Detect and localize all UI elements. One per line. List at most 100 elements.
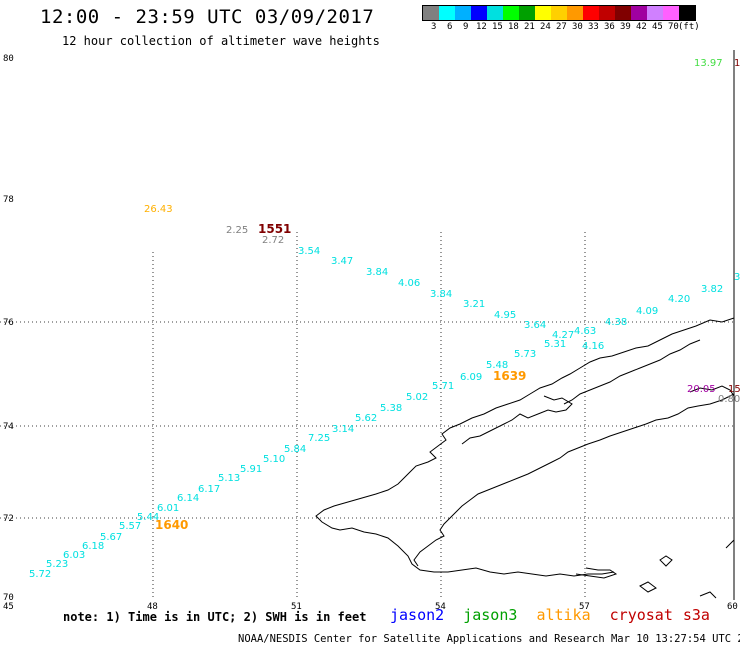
wave-height-label: 6.14 [177, 493, 199, 504]
wave-height-label: 5.02 [406, 392, 428, 403]
wave-height-label: 4.16 [582, 341, 604, 352]
wave-height-label: 5.84 [284, 444, 306, 455]
colorbar-label: 70 [668, 22, 679, 32]
wave-height-label: 3.64 [524, 320, 546, 331]
colorbar-label: 12 [476, 22, 487, 32]
legend-cryosat: cryosat [609, 606, 673, 624]
wave-height-label: 13.97 [694, 58, 723, 69]
lat-label: 76 [3, 318, 14, 328]
wave-height-label: 3 [734, 272, 740, 283]
colorbar-swatch [423, 6, 439, 20]
wave-height-label: 4.09 [636, 306, 658, 317]
wave-height-label: 5.73 [514, 349, 536, 360]
wave-height-label: 5.31 [544, 339, 566, 350]
wave-height-label: 4.06 [398, 278, 420, 289]
wave-height-label: 5.48 [486, 360, 508, 371]
graticule [0, 232, 734, 600]
colorbar-swatch [439, 6, 455, 20]
colorbar-swatch [455, 6, 471, 20]
colorbar-swatch [663, 6, 679, 20]
map-title: 12:00 - 23:59 UTC 03/09/2017 [40, 6, 375, 28]
colorbar-label: 45 [652, 22, 663, 32]
wave-height-label: 5.13 [218, 473, 240, 484]
lon-label: 54 [435, 602, 446, 612]
lat-label: 78 [3, 195, 14, 205]
wave-height-label: 5.10 [263, 454, 285, 465]
wave-height-colorbar [422, 5, 696, 21]
coastline-straits [461, 395, 573, 445]
lat-label: 72 [3, 514, 14, 524]
latitude-labels: 80 78 76 74 72 70 [3, 54, 14, 603]
colorbar-swatch [679, 6, 695, 20]
lat-label: 70 [3, 593, 14, 603]
wave-height-label: 3.54 [298, 246, 320, 257]
colorbar-swatch [503, 6, 519, 20]
colorbar-label: 6 [447, 22, 453, 32]
wave-height-label: 3.14 [332, 424, 354, 435]
colorbar-label: 36 [604, 22, 615, 32]
map-subtitle: 12 hour collection of altimeter wave hei… [62, 34, 380, 48]
wave-height-label: 6.09 [460, 372, 482, 383]
colorbar-label: 30 [572, 22, 583, 32]
wave-height-label: 5.57 [119, 521, 141, 532]
colorbar-swatch [615, 6, 631, 20]
wave-height-label: 5.71 [432, 381, 454, 392]
colorbar-label: 21 [524, 22, 535, 32]
footer-note: note: 1) Time is in UTC; 2) SWH is in fe… [63, 610, 367, 624]
colorbar-label: 39 [620, 22, 631, 32]
colorbar-label: 33 [588, 22, 599, 32]
wave-height-label: 5.62 [355, 413, 377, 424]
wave-height-label: 6.01 [157, 503, 179, 514]
wave-height-label: 5.67 [100, 532, 122, 543]
wave-height-label: 0.80 [718, 394, 740, 405]
legend-altika: altika [536, 606, 591, 624]
legend-s3a: s3a [682, 606, 710, 624]
legend-jason3: jason3 [463, 606, 518, 624]
colorbar-swatch [519, 6, 535, 20]
colorbar-swatch [535, 6, 551, 20]
wave-height-label: 4.20 [668, 294, 690, 305]
coastline-south-tip [575, 567, 618, 579]
colorbar-label: 42 [636, 22, 647, 32]
wave-height-label: 2.25 [226, 225, 248, 236]
wave-height-label: 3.82 [701, 284, 723, 295]
wave-height-label: 5.72 [29, 569, 51, 580]
lon-label: 60 [727, 602, 738, 612]
wave-height-label: 4.38 [605, 317, 627, 328]
coastline-north-island [315, 317, 735, 577]
lon-label: 45 [3, 602, 14, 612]
coastline [315, 317, 735, 599]
observation-time-label: 1640 [155, 518, 188, 532]
lon-label: 51 [291, 602, 302, 612]
coastline-inner-shelf [563, 339, 701, 405]
wave-height-label: 3.21 [463, 299, 485, 310]
colorbar-label: 3 [431, 22, 437, 32]
colorbar-swatch [583, 6, 599, 20]
credit-line: NOAA/NESDIS Center for Satellite Applica… [238, 633, 740, 645]
wave-height-label: 15 [728, 384, 740, 395]
wave-height-label: 7.25 [308, 433, 330, 444]
legend-jason2: jason2 [390, 606, 445, 624]
observation-time-label: 1639 [493, 369, 526, 383]
wave-height-label: 3.84 [430, 289, 452, 300]
coastline-islands [639, 385, 735, 599]
wave-height-label: 20.05 [687, 384, 716, 395]
colorbar-label: 27 [556, 22, 567, 32]
wave-height-label: 26.43 [144, 204, 173, 215]
wave-height-label: 3.47 [331, 256, 353, 267]
wave-height-label: 4.27 [552, 330, 574, 341]
wave-height-label: 6.03 [63, 550, 85, 561]
wave-height-label: 3.84 [366, 267, 388, 278]
satellite-legend: jason2 jason3 altika cryosat s3a [390, 606, 720, 624]
lat-label: 80 [3, 54, 14, 64]
observation-time-label: 1551 [258, 222, 291, 236]
wave-height-label: 1 [734, 58, 740, 69]
lat-label: 74 [3, 422, 14, 432]
wave-height-label: 6.18 [82, 541, 104, 552]
colorbar-swatch [631, 6, 647, 20]
colorbar-swatch [647, 6, 663, 20]
wave-height-label: 5.91 [240, 464, 262, 475]
longitude-labels: 45 48 51 54 57 60 [3, 602, 738, 612]
colorbar-swatch [551, 6, 567, 20]
